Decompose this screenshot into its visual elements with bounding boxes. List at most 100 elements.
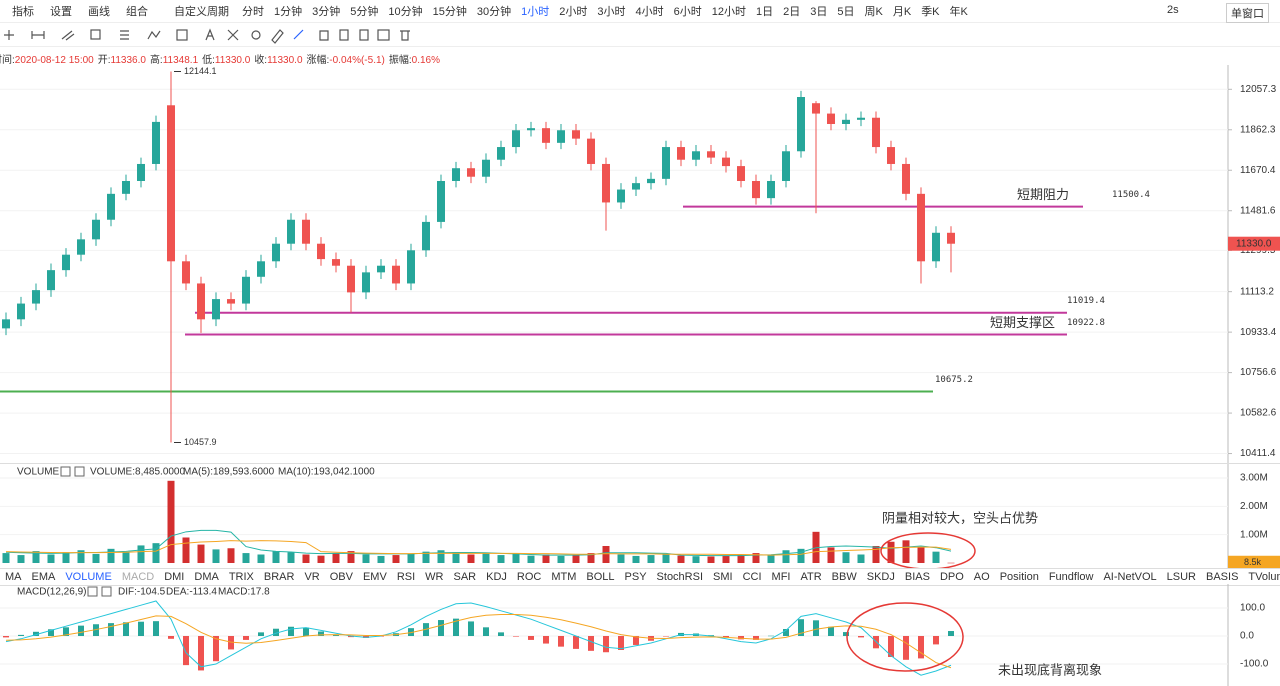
period-button[interactable]: 30分钟	[476, 6, 512, 18]
close-icon[interactable]	[74, 466, 85, 477]
y-tick-label: 11113.2	[1240, 286, 1274, 297]
indicator-tab[interactable]: Position	[999, 571, 1039, 583]
hline-icon[interactable]	[31, 31, 45, 39]
indicator-tab[interactable]: SMI	[713, 571, 733, 583]
indicator-tab[interactable]: BRAR	[263, 571, 295, 583]
candle-body	[77, 239, 85, 255]
volume-bar	[662, 553, 670, 563]
refresh-rate[interactable]: 2s	[1167, 4, 1179, 16]
period-button[interactable]: 1日	[756, 6, 774, 18]
indicator-tab[interactable]: KDJ	[486, 571, 507, 583]
indicator-tab[interactable]: BASIS	[1206, 571, 1239, 583]
period-button[interactable]: 周K	[864, 6, 883, 18]
indicator-tab[interactable]: MACD	[121, 571, 155, 583]
trend-icon[interactable]	[61, 30, 75, 41]
period-button[interactable]: 1分钟	[274, 6, 303, 18]
indicator-tab[interactable]: CCI	[742, 571, 762, 583]
indicator-tab[interactable]: AI-NetVOL	[1103, 571, 1157, 583]
indicator-tab[interactable]: ROC	[516, 571, 542, 583]
volume-bar	[842, 552, 850, 563]
tool-button[interactable]: 组合	[126, 6, 148, 18]
indicator-tab[interactable]: OBV	[329, 571, 353, 583]
candle-body	[947, 232, 955, 244]
period-button[interactable]: 3分钟	[312, 6, 341, 18]
y-tick-label: -100.0	[1240, 659, 1269, 670]
volume-bar	[377, 555, 385, 563]
y-tick-label: 12057.3	[1240, 84, 1277, 95]
magnet-icon[interactable]	[251, 30, 261, 40]
indicator-tab[interactable]: BBW	[831, 571, 857, 583]
period-button[interactable]: 6小时	[673, 6, 702, 18]
period-button[interactable]: 2小时	[559, 6, 588, 18]
tool-button[interactable]: 画线	[88, 6, 110, 18]
period-button[interactable]: 10分钟	[388, 6, 423, 18]
period-button[interactable]: 月K	[892, 6, 912, 18]
period-button[interactable]: 3小时	[597, 6, 626, 18]
indicator-tab[interactable]: DPO	[939, 571, 964, 583]
indicator-tab[interactable]: EMV	[362, 571, 387, 583]
indicator-tab[interactable]: MTM	[551, 571, 577, 583]
period-button[interactable]: 1小时	[521, 6, 550, 18]
period-button[interactable]: 分时	[242, 6, 264, 18]
indicator-tab[interactable]: AO	[973, 571, 990, 583]
candle-body	[47, 270, 55, 291]
window-select[interactable]: 单窗口	[1226, 3, 1269, 23]
period-button[interactable]: 3日	[810, 6, 828, 18]
hide-icon[interactable]	[339, 29, 349, 41]
settings-icon[interactable]	[60, 466, 71, 477]
indicator-tab[interactable]: EMA	[31, 571, 56, 583]
indicator-tab[interactable]: Fundflow	[1048, 571, 1094, 583]
crosshair-icon[interactable]	[4, 30, 14, 40]
copy-icon[interactable]	[359, 29, 369, 41]
indicator-tab[interactable]: BIAS	[904, 571, 930, 583]
custom-period[interactable]: 自定义周期	[174, 6, 229, 18]
volume-bar	[422, 551, 430, 563]
period-button[interactable]: 15分钟	[432, 6, 467, 18]
period-button[interactable]: 4小时	[635, 6, 664, 18]
indicator-tab[interactable]: TRIX	[228, 571, 254, 583]
period-button[interactable]: 12小时	[711, 6, 746, 18]
pen-icon[interactable]	[271, 29, 284, 44]
candle-body	[467, 168, 475, 177]
macd-line	[5, 600, 952, 676]
indicator-tab[interactable]: WR	[425, 571, 444, 583]
indicator-tab[interactable]: RSI	[396, 571, 416, 583]
draw-mode-icon[interactable]	[293, 29, 304, 40]
tool-button[interactable]: 指标	[12, 6, 34, 18]
layers-icon[interactable]	[377, 29, 390, 41]
indicator-tab[interactable]: LSUR	[1166, 571, 1196, 583]
text-icon[interactable]	[205, 28, 215, 41]
close-icon[interactable]	[101, 586, 112, 597]
level-label: 10922.8	[1067, 318, 1105, 328]
macd-bar	[843, 632, 849, 636]
indicator-tab[interactable]: StochRSI	[656, 571, 704, 583]
period-button[interactable]: 年K	[949, 6, 968, 18]
delete-icon[interactable]	[400, 30, 410, 41]
indicator-tab[interactable]: SAR	[453, 571, 477, 583]
period-button[interactable]: 2日	[783, 6, 801, 18]
indicator-tab[interactable]: BOLL	[586, 571, 615, 583]
indicator-tab[interactable]: TVolume	[1248, 571, 1280, 583]
wave-icon[interactable]	[147, 30, 161, 40]
indicator-tab[interactable]: ATR	[800, 571, 822, 583]
indicator-tab[interactable]: VOLUME	[65, 571, 112, 583]
indicator-tab[interactable]: MA	[5, 571, 22, 583]
indicator-tab[interactable]: PSY	[624, 571, 647, 583]
rect-icon[interactable]	[90, 29, 101, 40]
tool-button[interactable]: 设置	[50, 6, 72, 18]
indicator-tab[interactable]: SKDJ	[866, 571, 895, 583]
period-button[interactable]: 5分钟	[350, 6, 379, 18]
indicator-tab[interactable]: DMA	[194, 571, 219, 583]
period-button[interactable]: 季K	[921, 6, 940, 18]
indicator-tab[interactable]: DMI	[164, 571, 185, 583]
fib-icon[interactable]	[120, 30, 129, 40]
indicator-tab[interactable]: VR	[304, 571, 320, 583]
indicator-tab[interactable]: MFI	[771, 571, 791, 583]
volume-bar	[197, 544, 205, 563]
lock-icon[interactable]	[319, 30, 329, 41]
measure-icon[interactable]	[227, 29, 239, 41]
settings-icon[interactable]	[87, 586, 98, 597]
grid-icon[interactable]	[176, 29, 188, 41]
period-button[interactable]: 5日	[837, 6, 855, 18]
candle-body	[332, 259, 340, 266]
